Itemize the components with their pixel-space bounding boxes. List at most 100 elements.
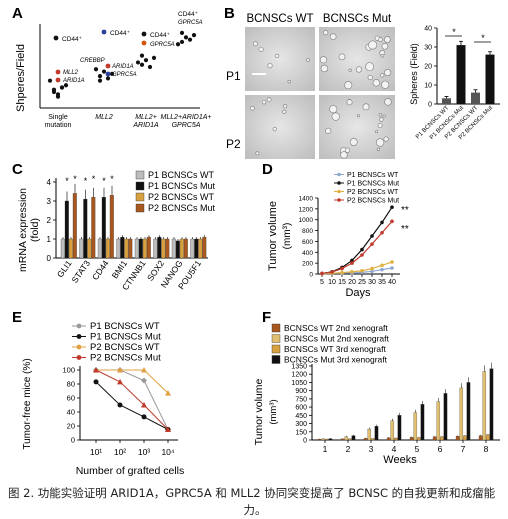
c-bar — [68, 238, 73, 259]
sphere — [344, 81, 353, 90]
b-ytick-label: 10 — [424, 83, 432, 90]
sphere — [355, 66, 363, 73]
c-bar — [97, 238, 102, 259]
c-ylabel-1: mRNA expression — [17, 188, 29, 272]
c-legend-swatch — [135, 181, 145, 191]
c-bar — [161, 238, 166, 259]
sphere — [331, 112, 340, 121]
e-ytick-label: 0 — [71, 436, 75, 445]
sphere — [365, 62, 375, 72]
sphere — [378, 113, 383, 117]
f-bar — [478, 435, 483, 441]
e-xtick-label: 10⁴ — [161, 447, 174, 457]
scatter-point — [135, 60, 141, 65]
f-bar — [463, 435, 467, 441]
e-legend-marker — [76, 344, 82, 350]
f-ytick-label: 1350 — [291, 364, 307, 371]
scatter-point — [179, 39, 185, 45]
c-sig-star: * — [73, 174, 77, 184]
f-legend-swatch — [271, 334, 281, 343]
c-legend-swatch — [135, 192, 145, 202]
d-xtick-label: 5 — [320, 279, 324, 286]
d-point — [340, 270, 344, 275]
d-ytick-label: 400 — [302, 250, 313, 257]
d-point — [390, 266, 394, 270]
c-legend-label: P2 BCNSCs Mut — [148, 203, 216, 213]
d-legend-marker — [337, 189, 341, 194]
c-bar — [175, 240, 180, 259]
c-legend-label: P2 BCNSCs WT — [148, 192, 215, 202]
sphere — [338, 53, 346, 61]
a-xtick-mll2-plus: MLL2+ — [135, 114, 157, 121]
d-xtick-label: 15 — [338, 279, 346, 286]
f-bar — [325, 439, 329, 441]
c-ylabel-2: (fold) — [29, 218, 41, 242]
e-point — [141, 402, 147, 408]
f-ylabel-2: (mm³) — [268, 399, 279, 424]
f-legend-label: BCNSCs WT 3rd xenograft — [284, 344, 387, 354]
c-xtick-label: CD44 — [90, 258, 111, 282]
d-sig-2: ** — [401, 224, 409, 235]
e-legend-marker — [76, 323, 82, 329]
sphere — [384, 98, 392, 106]
sphere — [272, 126, 277, 132]
d-point — [360, 247, 364, 252]
scatter-point — [47, 78, 53, 83]
d-point — [350, 270, 354, 274]
e-ytick-label: 40 — [67, 408, 75, 417]
c-sig-star: * — [110, 174, 114, 184]
scatter-point — [143, 58, 149, 63]
sphere — [378, 37, 383, 42]
c-xtick-label: STAT3 — [69, 258, 92, 285]
f-bar — [436, 401, 441, 441]
f-legend-swatch — [271, 344, 281, 354]
sphere — [384, 36, 391, 43]
d-legend-label: P2 BCNSCs Mut — [347, 198, 399, 205]
d-point — [370, 266, 374, 271]
f-xtick-label: 6 — [438, 444, 443, 454]
c-sig-star: * — [65, 176, 69, 186]
b-ylabel: Spheres (Field) — [409, 43, 419, 105]
d-legend-label: P1 BCNSCs Mut — [347, 181, 399, 188]
f-xtick-label: 2 — [346, 444, 351, 454]
c-bar — [72, 193, 77, 259]
annot-gprc5a-3: GPRC5A — [178, 20, 203, 26]
b-sig-1: * — [452, 27, 456, 37]
c-ytick-label: 0 — [47, 254, 52, 263]
e-ytick-label: 20 — [67, 422, 75, 431]
scatter-point — [55, 94, 61, 99]
sphere — [323, 30, 329, 36]
panel-d: D Tumor volume (mm³) 0 200 400 600 800 1000 12… — [262, 161, 409, 299]
figure-caption: 图 2. 功能实验证明 ARID1A，GPRC5A 和 MLL2 协同突变提高了… — [8, 485, 502, 519]
d-point — [370, 269, 374, 274]
annot-mll2: MLL2 — [63, 70, 79, 76]
d-legend-marker — [337, 198, 341, 202]
f-ytick-label: 300 — [295, 421, 307, 428]
d-point — [330, 270, 334, 274]
scatter-point — [183, 35, 189, 40]
e-point — [141, 367, 147, 373]
b-col-title-wt: BCNSCs WT — [246, 13, 313, 25]
b-sig-2: * — [481, 33, 485, 43]
c-bar — [171, 238, 176, 259]
annot-gprc5a-2: GPRC5A — [150, 42, 175, 48]
sphere — [266, 97, 272, 103]
f-bar — [489, 368, 494, 441]
d-point — [340, 266, 344, 271]
f-bar — [321, 438, 326, 441]
c-legend-swatch — [135, 170, 145, 180]
annot-arid1a: ARID1A — [62, 78, 85, 84]
scatter-point — [151, 55, 157, 60]
d-ytick-label: 1200 — [299, 206, 314, 213]
f-legend-label: BCNSCs WT 2nd xenograft — [284, 323, 388, 333]
d-legend-marker — [337, 172, 341, 177]
scatter-point — [51, 89, 57, 95]
a-xtick-gprc5a: GPRC5A — [172, 122, 201, 129]
c-sig-star: * — [92, 174, 96, 184]
c-bar — [101, 197, 106, 259]
a-xtick-arid1a: ARID1A — [132, 122, 159, 129]
b-bar — [471, 92, 480, 104]
f-bar — [328, 438, 333, 441]
f-bar — [340, 438, 345, 441]
